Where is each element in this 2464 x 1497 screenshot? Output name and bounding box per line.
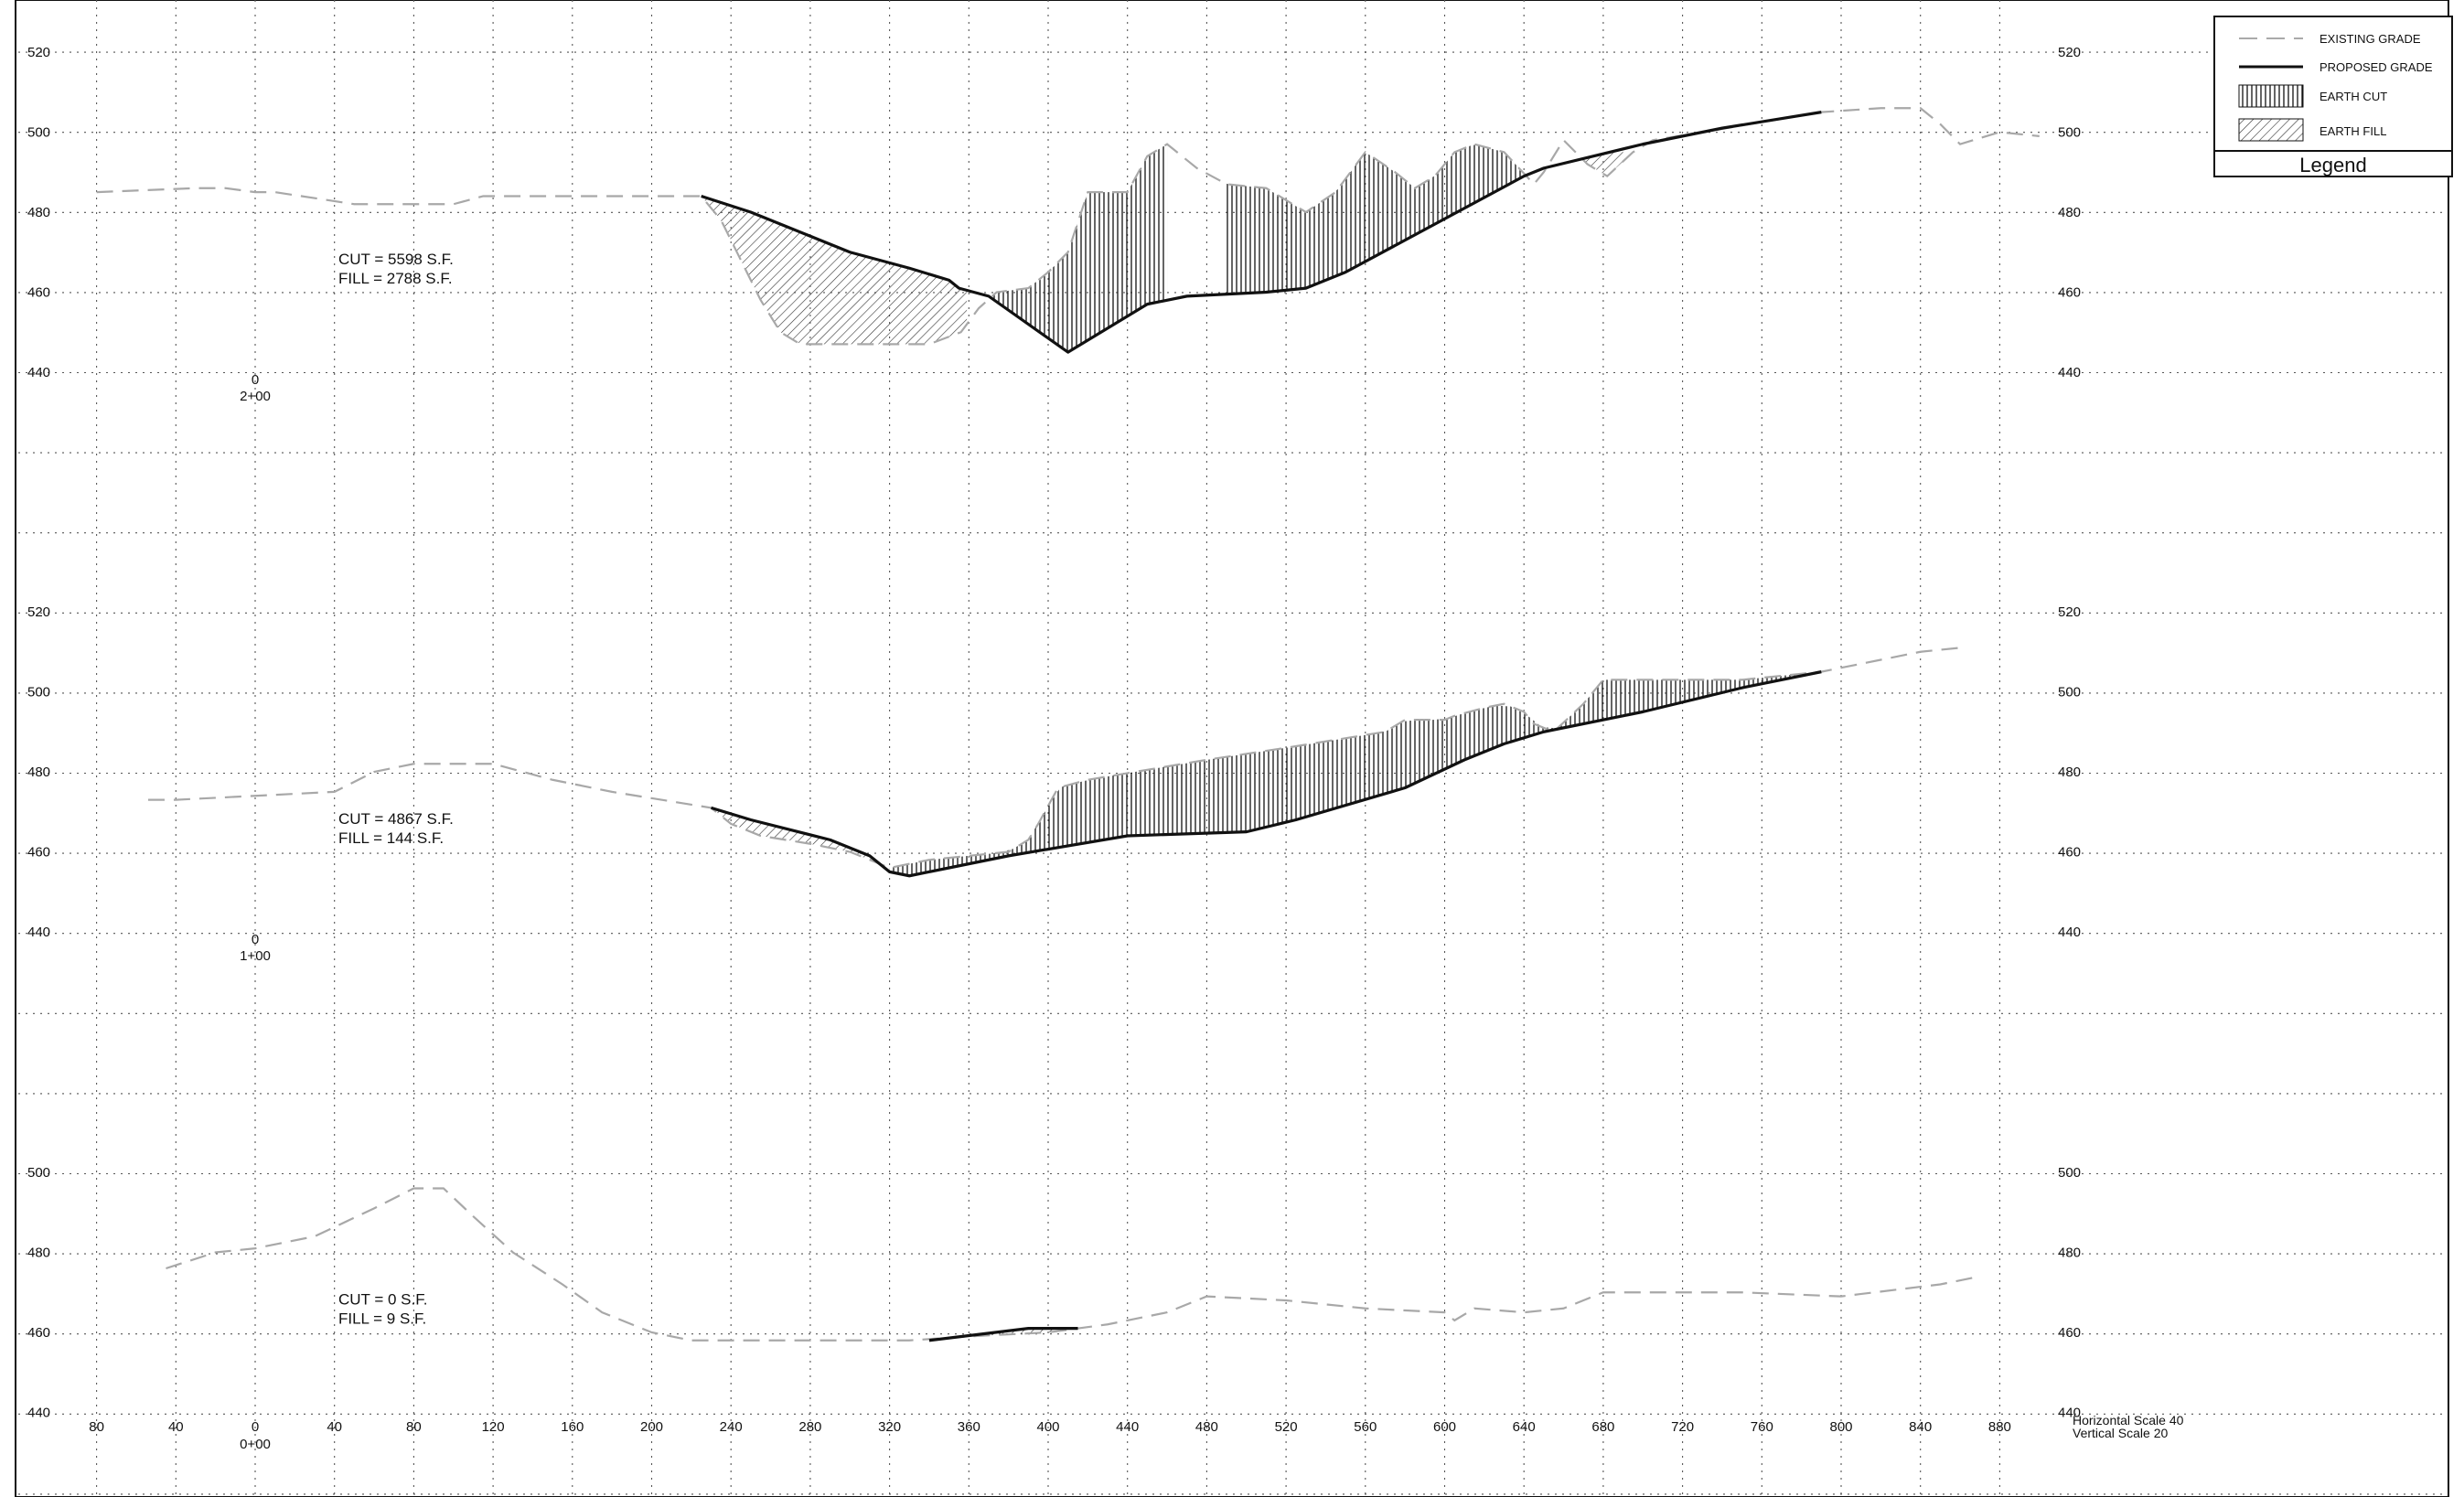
elevation-label-left: 500 [27, 125, 50, 141]
elevation-label-right: 440 [2058, 1406, 2081, 1421]
station-tick-label: 840 [1909, 1419, 1932, 1435]
elevation-label-right: 460 [2058, 1325, 2081, 1341]
earth-fill-area [1563, 148, 1623, 176]
sheet-border [15, 0, 2449, 1497]
station-tick-label: 720 [1671, 1419, 1694, 1435]
station-tick-label: 40 [327, 1419, 342, 1435]
legend-label-proposed: PROPOSED GRADE [2319, 60, 2433, 74]
earth-fill-swatch [2238, 118, 2304, 142]
station-label: 2+00 [240, 389, 271, 404]
elevation-label-right: 480 [2058, 1246, 2081, 1261]
centerline-zero-label: 0 [252, 372, 259, 388]
elevation-label-right: 440 [2058, 925, 2081, 940]
section-0+00: 500 500 480 480 460 460 440 440 CUT = 0 S.F. FILL… [27, 1165, 2081, 1421]
existing-grade-line [166, 1187, 1980, 1342]
station-tick-label: 360 [958, 1419, 980, 1435]
fill-quantity-label: FILL = 2788 S.F. [338, 270, 453, 287]
station-tick-label: 680 [1591, 1419, 1614, 1435]
proposed-grade-line [928, 1327, 1078, 1342]
earth-fill-area [711, 807, 886, 869]
section-1+00: 520 520 500 500 480 480 460 460 440 440 CUT = 4867… [27, 604, 2081, 964]
station-tick-label: 560 [1354, 1419, 1377, 1435]
legend-title: Legend [2299, 154, 2366, 176]
elevation-label-left: 460 [27, 845, 50, 861]
section-2+00: 520 520 500 500 480 480 460 460 440 440 CUT = 5598… [27, 45, 2081, 404]
sections-layer: 520 520 500 500 480 480 460 460 440 440 CUT = 5598… [27, 45, 2081, 1421]
elevation-label-right: 480 [2058, 205, 2081, 220]
elevation-label-left: 460 [27, 1325, 50, 1341]
station-tick-label: 520 [1275, 1419, 1298, 1435]
elevation-label-right: 520 [2058, 45, 2081, 60]
elevation-label-left: 500 [27, 685, 50, 700]
existing-grade-line [96, 107, 2040, 346]
earth-cut-area [1224, 144, 1535, 294]
elevation-label-left: 520 [27, 604, 50, 620]
station-tick-label: 0 [252, 1419, 259, 1435]
station-tick-label: 880 [1988, 1419, 2011, 1435]
station-zero-label: 0+00 [240, 1437, 271, 1452]
station-tick-label: 200 [640, 1419, 663, 1435]
elevation-label-right: 500 [2058, 685, 2081, 700]
station-tick-label: 80 [406, 1419, 422, 1435]
elevation-label-right: 500 [2058, 125, 2081, 141]
station-label: 1+00 [240, 948, 271, 964]
station-tick-label: 120 [482, 1419, 505, 1435]
station-tick-label: 640 [1513, 1419, 1536, 1435]
cut-quantity-label: CUT = 4867 S.F. [338, 810, 454, 828]
station-axis: 80 40 0 40 80 120 160 200 240 280 320 360 400 440 480 5… [89, 1419, 2011, 1452]
elevation-label-right: 460 [2058, 845, 2081, 861]
station-tick-label: 40 [168, 1419, 184, 1435]
station-tick-label: 400 [1036, 1419, 1059, 1435]
legend-label-fill: EARTH FILL [2319, 124, 2386, 138]
elevation-label-left: 480 [27, 765, 50, 780]
legend-label-cut: EARTH CUT [2319, 90, 2387, 103]
legend-label-existing: EXISTING GRADE [2319, 32, 2421, 46]
centerline-zero-label: 0 [252, 932, 259, 947]
station-tick-label: 800 [1829, 1419, 1852, 1435]
earth-cut-area [969, 144, 1168, 353]
station-tick-label: 280 [798, 1419, 821, 1435]
elevation-label-left: 520 [27, 45, 50, 60]
cut-quantity-label: CUT = 0 S.F. [338, 1290, 427, 1308]
fill-quantity-label: FILL = 144 S.F. [338, 829, 444, 847]
earth-fill-area [701, 196, 968, 345]
elevation-label-right: 460 [2058, 285, 2081, 301]
elevation-label-left: 480 [27, 205, 50, 220]
elevation-label-left: 480 [27, 1246, 50, 1261]
elevation-label-right: 480 [2058, 765, 2081, 780]
station-tick-label: 240 [720, 1419, 743, 1435]
elevation-label-right: 520 [2058, 604, 2081, 620]
fill-quantity-label: FILL = 9 S.F. [338, 1310, 426, 1327]
earth-cut-swatch [2238, 84, 2304, 108]
vertical-scale-note: Vertical Scale 20 [2073, 1426, 2168, 1440]
elevation-label-left: 500 [27, 1165, 50, 1181]
station-tick-label: 160 [561, 1419, 584, 1435]
elevation-label-left: 440 [27, 925, 50, 940]
station-tick-label: 760 [1751, 1419, 1773, 1435]
station-tick-label: 600 [1433, 1419, 1456, 1435]
proposed-grade-line [701, 111, 1822, 354]
elevation-label-left: 460 [27, 285, 50, 301]
station-tick-label: 80 [89, 1419, 104, 1435]
station-tick-label: 480 [1195, 1419, 1218, 1435]
elevation-label-right: 500 [2058, 1165, 2081, 1181]
proposed-grade-line [711, 670, 1822, 878]
horizontal-scale-note: Horizontal Scale 40 [2073, 1413, 2184, 1427]
elevation-label-right: 440 [2058, 365, 2081, 380]
elevation-label-left: 440 [27, 1406, 50, 1421]
legend: EXISTING GRADE PROPOSED GRADE EARTH CUT … [2213, 16, 2453, 177]
station-tick-label: 440 [1116, 1419, 1139, 1435]
elevation-label-left: 440 [27, 365, 50, 380]
station-tick-label: 320 [878, 1419, 901, 1435]
cut-quantity-label: CUT = 5598 S.F. [338, 251, 454, 268]
